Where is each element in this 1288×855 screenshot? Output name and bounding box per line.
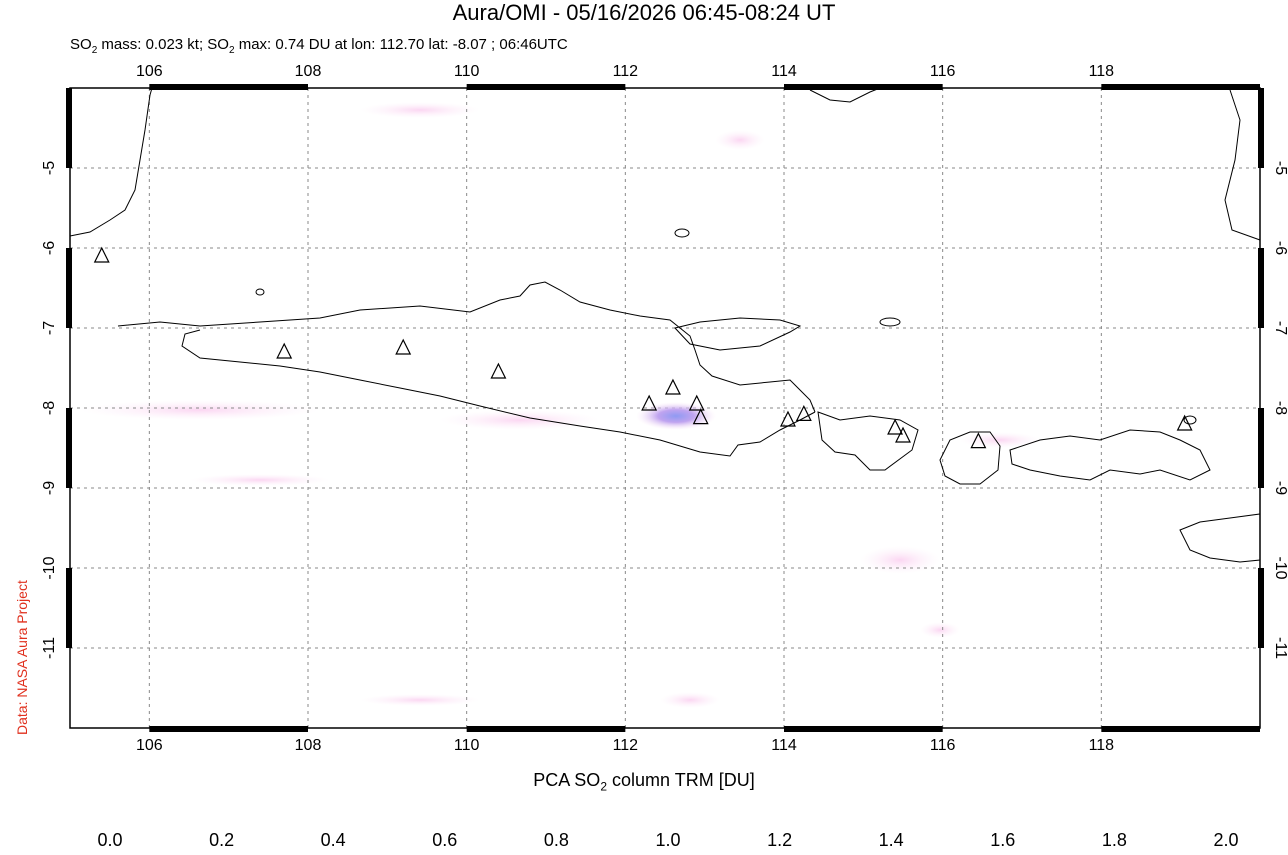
lon-tick-label-top: 116 (930, 63, 956, 80)
lat-tick-label-left: -8 (41, 401, 58, 415)
lat-tick-label-left: -6 (41, 241, 58, 255)
lat-tick-label-right: -8 (1272, 401, 1288, 415)
border-bar-top (1101, 84, 1260, 90)
volcano-marker (887, 418, 904, 435)
border-bar-right (1258, 408, 1264, 488)
colorbar-tick-label: 1.0 (655, 830, 681, 850)
lon-tick-label-bottom: 118 (1089, 737, 1115, 754)
border-bar-bottom (784, 726, 943, 732)
map-gridlines (70, 88, 1260, 728)
axis-tick-labels: 106 106 108 108 110 110 112 112 114 114 116 116 118 1… (41, 63, 1288, 754)
so2-haze-patch (190, 474, 330, 486)
border-bar-top (149, 84, 308, 90)
colorbar-tick-label: 1.4 (878, 830, 904, 850)
lon-tick-label-bottom: 116 (930, 737, 956, 754)
colorbar-tick-label: 0.2 (209, 830, 235, 850)
lon-tick-label-bottom: 110 (454, 737, 480, 754)
lon-tick-label-bottom: 114 (771, 737, 797, 754)
lon-tick-label-bottom: 108 (295, 737, 322, 754)
so2-haze-patch (360, 102, 480, 118)
so2-haze-patch (715, 130, 765, 150)
volcano-markers (93, 246, 1193, 449)
volcano-marker (641, 394, 658, 411)
so2-haze-patch (360, 694, 480, 706)
map-frame (66, 84, 1264, 732)
colorbar-tick-label: 1.6 (990, 830, 1016, 850)
so2-haze-patch (660, 692, 720, 708)
colorbar-tick-label: 1.8 (1101, 830, 1127, 850)
lat-tick-label-right: -6 (1272, 241, 1288, 255)
colorbar-tick-label: 0.0 (97, 830, 123, 850)
so2-haze-patch (920, 622, 960, 638)
page-title: Aura/OMI - 05/16/2026 06:45-08:24 UT (452, 0, 836, 25)
volcano-marker (970, 432, 987, 449)
border-bar-left (66, 88, 72, 168)
lat-tick-label-right: -11 (1272, 637, 1288, 659)
border-bar-left (66, 568, 72, 648)
lon-tick-label-bottom: 112 (613, 737, 639, 754)
border-bar-left (66, 248, 72, 328)
lon-tick-label-top: 112 (613, 63, 639, 80)
subtitle: SO2 mass: 0.023 kt; SO2 max: 0.74 DU at … (70, 36, 568, 56)
colorbar-tick-label: 1.2 (767, 830, 793, 850)
volcano-marker (795, 405, 812, 421)
border-bar-bottom (466, 726, 626, 732)
so2-haze-patch (860, 546, 940, 574)
lon-tick-label-top: 108 (295, 63, 322, 80)
volcano-marker (692, 408, 709, 425)
volcano-marker (490, 362, 507, 379)
lat-tick-label-left: -10 (41, 556, 58, 579)
volcano-marker (664, 378, 681, 395)
colorbar-tick-label: 2.0 (1213, 830, 1239, 850)
volcano-marker (276, 342, 293, 359)
volcano-marker (688, 394, 705, 411)
border-bar-top (466, 84, 626, 90)
lon-tick-label-top: 114 (771, 63, 797, 80)
lon-tick-label-bottom: 106 (136, 737, 163, 754)
volcano-marker (779, 410, 796, 427)
colorbar-title: PCA SO2 column TRM [DU] (533, 770, 755, 794)
border-bar-right (1258, 88, 1264, 168)
lat-tick-label-left: -7 (41, 321, 58, 335)
lat-tick-label-right: -9 (1272, 481, 1288, 495)
lon-tick-label-top: 110 (454, 63, 480, 80)
lat-tick-label-right: -5 (1272, 161, 1288, 175)
volcano-marker (395, 338, 412, 355)
border-bar-right (1258, 568, 1264, 648)
coastlines (69, 87, 1261, 563)
colorbar-tick-label: 0.6 (432, 830, 458, 850)
so2-background-haze (80, 102, 1040, 708)
border-bar-left (66, 408, 72, 488)
lat-tick-label-right: -7 (1272, 321, 1288, 335)
lat-tick-label-left: -9 (41, 481, 58, 495)
border-bar-right (1258, 248, 1264, 328)
volcano-marker (1176, 414, 1193, 431)
colorbar-tick-label: 0.4 (320, 830, 346, 850)
so2-haze-patch (80, 400, 320, 420)
lat-tick-label-left: -11 (41, 637, 58, 659)
volcano-marker (93, 246, 110, 263)
colorbar-tick-label: 0.8 (543, 830, 569, 850)
border-bar-bottom (1101, 726, 1260, 732)
border-bar-bottom (149, 726, 308, 732)
volcano-marker (895, 426, 911, 443)
so2-map: 106 106 108 108 110 110 112 112 114 114 116 116 118 1… (41, 63, 1288, 754)
lon-tick-label-top: 118 (1089, 63, 1115, 80)
lon-tick-label-top: 106 (136, 63, 163, 80)
lat-tick-label-left: -5 (41, 161, 58, 175)
so2-haze-patch (440, 410, 600, 430)
lat-tick-label-right: -10 (1272, 556, 1288, 579)
border-bar-top (784, 84, 943, 90)
